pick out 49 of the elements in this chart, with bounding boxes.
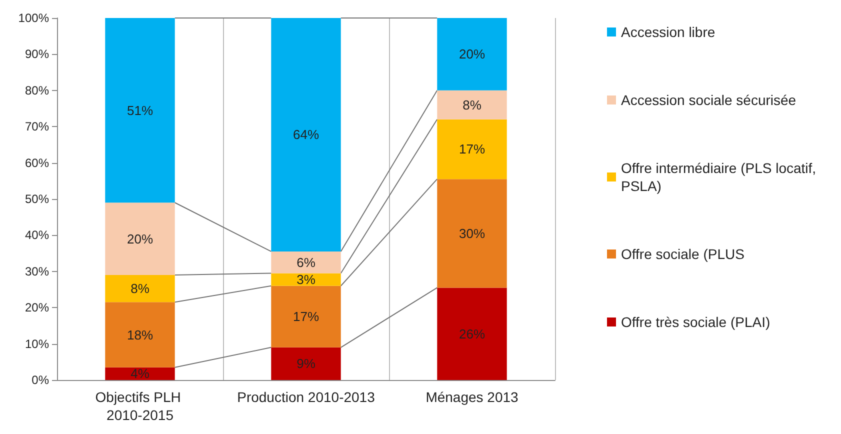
data-label: 4% (130, 366, 150, 382)
data-label: 6% (296, 254, 316, 270)
y-tick-label: 60% (24, 156, 50, 170)
bar (437, 179, 507, 288)
bar (105, 302, 175, 368)
legend-label: Accession libre (621, 24, 716, 40)
y-tick-label: 30% (24, 264, 50, 278)
data-label: 64% (292, 127, 320, 142)
legend-label: Offre intermédiaire (PLS locatif, PSLA) (621, 160, 820, 194)
data-label: 20% (458, 46, 486, 62)
y-tick-label: 50% (24, 192, 50, 206)
x-tick-label: Ménages 2013 (426, 389, 519, 405)
data-label: 17% (292, 309, 320, 324)
data-label: 3% (296, 272, 316, 288)
legend-label: Accession sociale sécurisée (621, 92, 796, 108)
bar (105, 275, 175, 302)
bar (437, 90, 507, 120)
y-tick-label: 90% (24, 47, 50, 62)
data-label: 26% (458, 326, 486, 342)
legend-label: Offre très sociale (PLAI) (621, 314, 770, 330)
y-tick-label: 10% (24, 336, 50, 351)
data-label: 8% (462, 97, 482, 112)
y-tick-label: 20% (24, 300, 50, 315)
y-tick-label: 40% (24, 228, 50, 242)
bar (271, 286, 341, 348)
x-tick-label: Objectifs PLH 2010-2015 (95, 389, 185, 423)
bar (437, 119, 507, 180)
data-label: 18% (126, 327, 154, 342)
legend-label: Offre sociale (PLUS (621, 246, 744, 262)
data-label: 17% (458, 142, 486, 157)
bar (105, 367, 175, 380)
y-tick-label: 0% (32, 373, 50, 387)
y-tick-label: 70% (24, 120, 50, 134)
bar (105, 18, 175, 203)
data-label: 20% (126, 231, 154, 246)
data-label: 8% (130, 281, 150, 296)
data-label: 30% (458, 226, 486, 241)
bar (437, 18, 507, 90)
y-tick-label: 100% (18, 11, 50, 25)
data-label: 51% (126, 102, 154, 118)
bar (271, 251, 341, 274)
bar (437, 288, 507, 380)
bar (271, 273, 341, 286)
x-tick-label: Production 2010-2013 (237, 389, 376, 405)
y-tick-label: 80% (24, 83, 50, 98)
bar (271, 18, 341, 252)
data-label: 9% (296, 356, 316, 372)
bar (271, 347, 341, 380)
bar (105, 202, 175, 276)
